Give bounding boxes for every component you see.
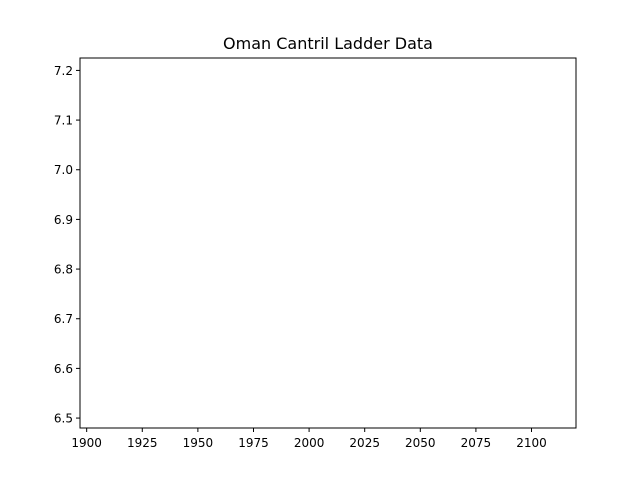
y-tick-label: 6.9 [54,213,73,227]
x-tick-label: 2050 [405,436,436,450]
x-tick-label: 2025 [349,436,380,450]
x-tick-label: 2000 [294,436,325,450]
chart-title: Oman Cantril Ladder Data [223,34,433,53]
y-tick-label: 6.8 [54,263,73,277]
y-axis-ticks: 6.5 6.6 6.7 6.8 6.9 7.0 7.1 7.2 [54,64,80,426]
y-tick-label: 6.6 [54,362,73,376]
x-tick-label: 1950 [183,436,214,450]
x-axis-ticks: 1900 1925 1950 1975 2000 2025 2050 2075 2100 [71,428,547,450]
x-tick-label: 1900 [71,436,102,450]
y-tick-label: 7.2 [54,64,73,78]
x-tick-label: 1925 [127,436,158,450]
x-tick-label: 2075 [461,436,492,450]
x-tick-label: 1975 [238,436,269,450]
x-tick-label: 2100 [516,436,547,450]
y-tick-label: 7.1 [54,114,73,128]
y-tick-label: 7.0 [54,163,73,177]
plot-area-frame [79,57,577,429]
y-tick-label: 6.5 [54,412,73,426]
y-tick-label: 6.7 [54,312,73,326]
